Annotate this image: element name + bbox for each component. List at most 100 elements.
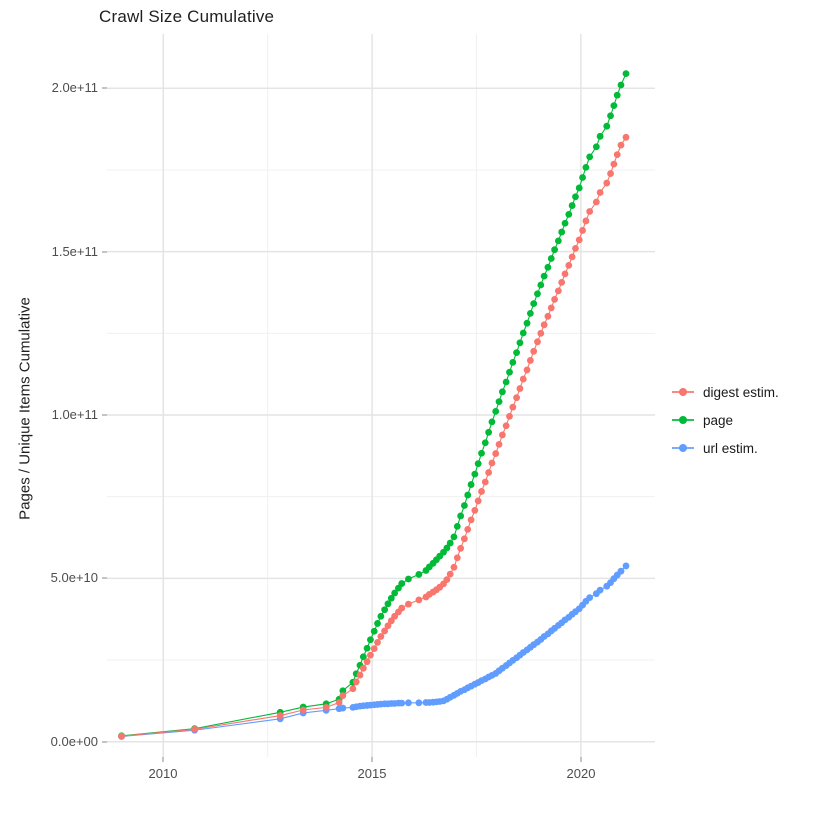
data-point-digest-estim- bbox=[481, 478, 489, 486]
data-point-digest-estim- bbox=[572, 244, 579, 252]
data-point-digest-estim- bbox=[523, 366, 531, 374]
legend-item-url-estim: url estim. bbox=[672, 434, 779, 462]
data-point-page bbox=[453, 523, 461, 530]
data-point-digest-estim- bbox=[558, 278, 566, 286]
data-point-page bbox=[558, 228, 566, 236]
data-point-page bbox=[551, 246, 558, 254]
data-point-digest-estim- bbox=[478, 488, 485, 495]
data-point-page bbox=[502, 378, 510, 386]
data-point-page bbox=[387, 594, 395, 602]
y-tick-mark bbox=[102, 577, 107, 579]
data-point-digest-estim- bbox=[363, 658, 371, 666]
data-point-page bbox=[492, 408, 500, 415]
data-point-page bbox=[516, 339, 524, 347]
y-tick-label-2: 1.0e+11 bbox=[51, 407, 98, 422]
data-point-digest-estim- bbox=[118, 732, 125, 740]
data-point-page bbox=[446, 539, 454, 547]
data-point-page bbox=[610, 102, 618, 110]
data-point-page bbox=[586, 153, 594, 161]
data-point-page bbox=[381, 606, 389, 614]
data-point-digest-estim- bbox=[322, 703, 330, 711]
data-point-digest-estim- bbox=[377, 633, 385, 640]
legend-item-page: page bbox=[672, 406, 779, 434]
data-point-page bbox=[415, 571, 423, 578]
data-point-digest-estim- bbox=[460, 535, 468, 543]
data-point-page bbox=[485, 428, 493, 436]
data-point-page bbox=[547, 255, 555, 262]
data-point-digest-estim- bbox=[349, 685, 357, 693]
data-point-digest-estim- bbox=[356, 671, 364, 679]
data-point-digest-estim- bbox=[381, 627, 389, 635]
data-point-url-estim- bbox=[622, 562, 630, 570]
data-point-page bbox=[467, 481, 475, 488]
data-point-url-estim- bbox=[339, 704, 347, 712]
data-point-url-estim- bbox=[405, 699, 412, 707]
data-point-digest-estim- bbox=[405, 600, 412, 608]
data-point-page bbox=[367, 636, 374, 644]
data-point-digest-estim- bbox=[540, 321, 548, 329]
data-point-page bbox=[370, 627, 378, 635]
data-point-digest-estim- bbox=[530, 347, 538, 355]
data-point-digest-estim- bbox=[498, 431, 506, 439]
data-point-page bbox=[339, 687, 347, 695]
data-point-digest-estim- bbox=[359, 664, 367, 672]
data-point-page bbox=[377, 612, 385, 620]
data-point-digest-estim- bbox=[492, 450, 500, 457]
data-point-digest-estim- bbox=[537, 329, 545, 337]
data-point-digest-estim- bbox=[191, 725, 199, 733]
data-point-digest-estim- bbox=[607, 170, 614, 177]
data-point-page bbox=[613, 91, 621, 99]
chart-title: Crawl Size Cumulative bbox=[99, 7, 275, 26]
data-point-page bbox=[405, 575, 412, 583]
legend-key-url-icon bbox=[672, 440, 694, 456]
data-point-digest-estim- bbox=[335, 699, 343, 706]
data-point-digest-estim- bbox=[488, 459, 496, 467]
data-point-url-estim- bbox=[586, 594, 594, 602]
data-point-digest-estim- bbox=[592, 198, 600, 206]
data-point-url-estim- bbox=[415, 699, 423, 707]
data-point-page bbox=[481, 439, 489, 447]
y-tick-mark bbox=[102, 741, 107, 743]
data-point-page bbox=[579, 174, 586, 181]
data-point-digest-estim- bbox=[384, 622, 392, 630]
data-point-page bbox=[568, 202, 576, 209]
data-point-page bbox=[565, 211, 573, 218]
x-tick-label-2020: 2020 bbox=[566, 766, 596, 781]
data-point-digest-estim- bbox=[467, 516, 475, 524]
data-point-page bbox=[530, 300, 538, 307]
y-axis-title: Pages / Unique Items Cumulative bbox=[16, 297, 34, 520]
x-tick-mark bbox=[162, 757, 164, 762]
data-point-digest-estim- bbox=[374, 638, 381, 646]
data-point-page bbox=[534, 290, 541, 298]
data-point-page bbox=[464, 491, 472, 499]
data-point-digest-estim- bbox=[544, 312, 552, 320]
data-point-digest-estim- bbox=[547, 304, 555, 312]
data-point-digest-estim- bbox=[367, 651, 374, 659]
data-point-page bbox=[478, 449, 485, 457]
x-tick-mark bbox=[371, 757, 373, 762]
data-point-digest-estim- bbox=[565, 261, 573, 269]
data-point-digest-estim- bbox=[596, 189, 604, 196]
data-point-page bbox=[596, 132, 604, 140]
data-point-page bbox=[572, 193, 579, 201]
data-point-url-estim- bbox=[398, 699, 406, 707]
data-point-digest-estim- bbox=[610, 160, 618, 168]
y-tick-label-1: 5.0e+10 bbox=[50, 570, 98, 585]
data-point-digest-estim- bbox=[513, 394, 520, 402]
data-point-digest-estim- bbox=[613, 151, 621, 159]
data-point-page bbox=[474, 460, 482, 468]
x-tick-mark bbox=[580, 757, 582, 762]
data-point-digest-estim- bbox=[485, 469, 493, 476]
data-point-page bbox=[540, 272, 548, 280]
data-point-page bbox=[513, 349, 520, 357]
data-point-page bbox=[519, 329, 527, 337]
data-point-digest-estim- bbox=[526, 357, 534, 364]
legend-label-url: url estim. bbox=[703, 440, 758, 456]
data-point-page bbox=[509, 359, 517, 366]
data-point-digest-estim- bbox=[464, 525, 472, 533]
data-point-digest-estim- bbox=[561, 270, 569, 278]
data-point-digest-estim- bbox=[506, 412, 513, 420]
data-point-page bbox=[471, 470, 479, 478]
data-point-digest-estim- bbox=[509, 403, 517, 411]
